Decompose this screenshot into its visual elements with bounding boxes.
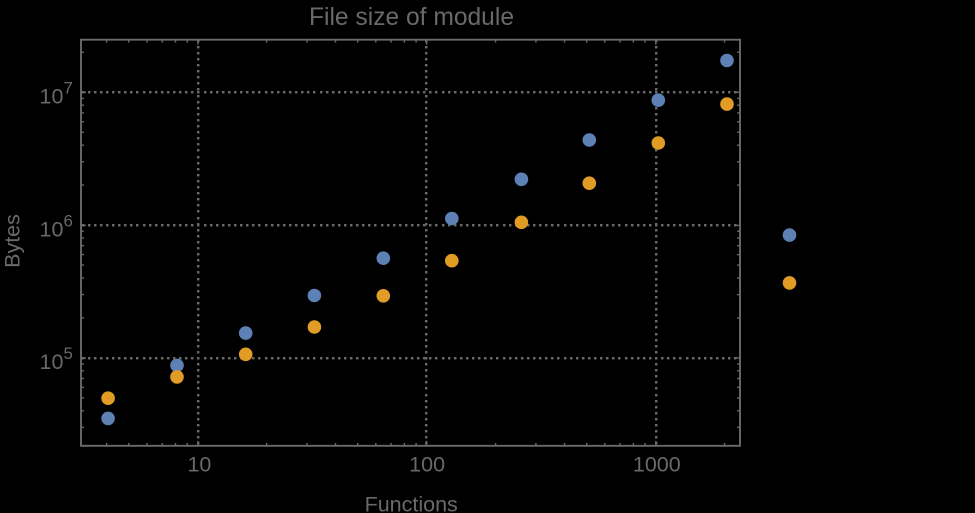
svg-text:100: 100 [409,453,445,477]
svg-text:1000: 1000 [633,453,681,477]
svg-text:Functions: Functions [365,493,458,513]
svg-text:Bytes: Bytes [0,214,24,268]
svg-text:File size of module: File size of module [309,4,514,31]
svg-text:10: 10 [187,453,211,477]
